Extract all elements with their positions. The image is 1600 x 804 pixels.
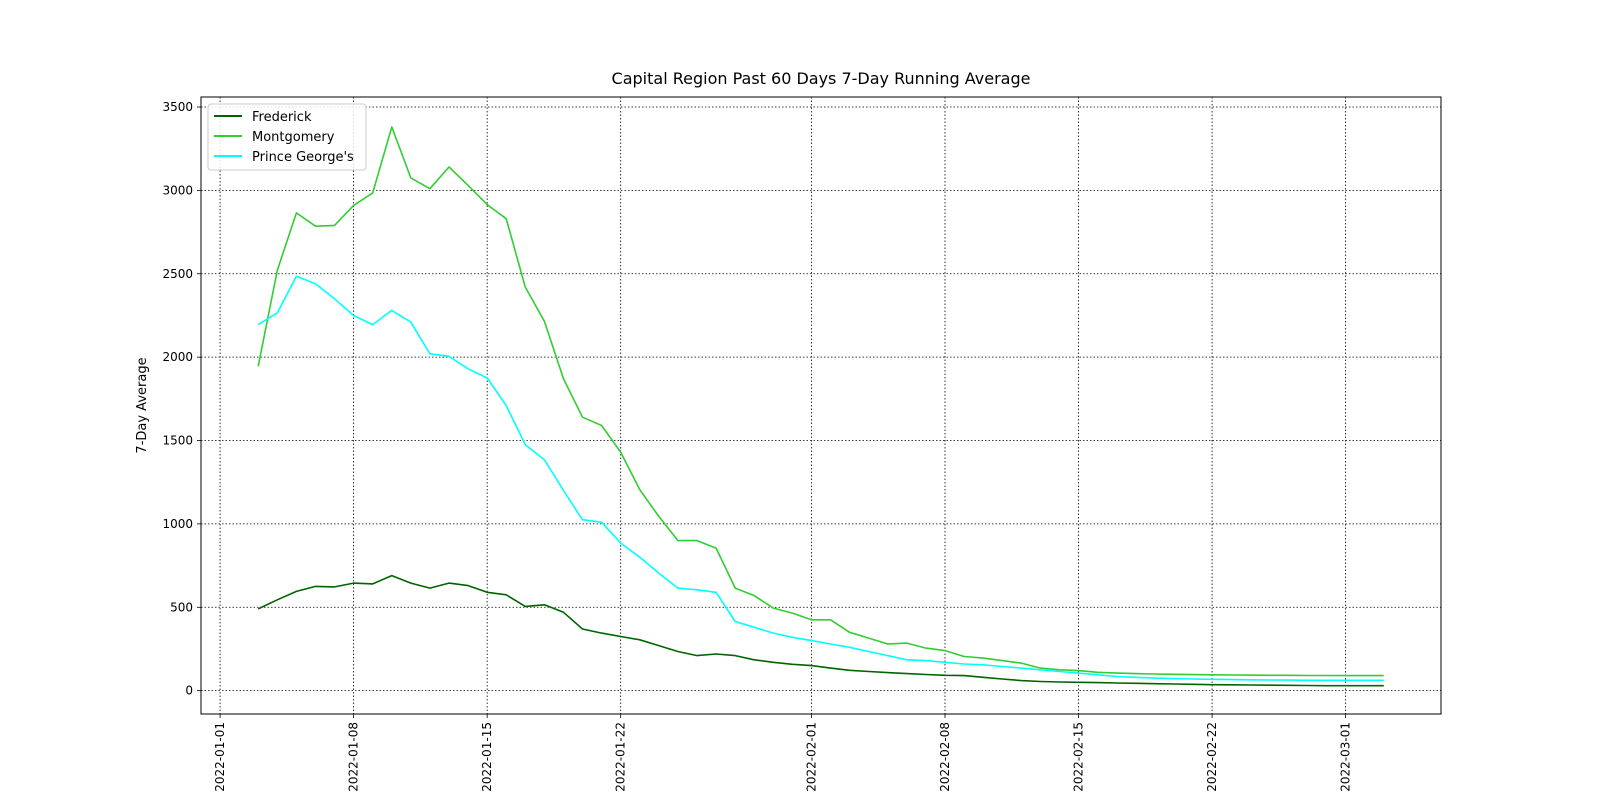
series-line-frederick	[257, 574, 1384, 687]
x-tick-label: 2022-01-22	[614, 722, 628, 792]
x-tick-label: 2022-03-01	[1339, 722, 1353, 792]
series-line-montgomery	[257, 126, 1384, 677]
x-tick-label: 2022-02-08	[938, 722, 952, 792]
legend-label: Prince George's	[252, 150, 354, 165]
axis-ticks: 2022-01-01 2022-01-08 2022-01-15 2022-01-22…	[162, 100, 1352, 792]
series-lines	[257, 126, 1384, 687]
grid	[201, 97, 1441, 714]
x-tick-label: 2022-01-15	[480, 722, 494, 792]
y-axis-label: 7-Day Average	[135, 357, 150, 453]
x-tick-label: 2022-01-01	[213, 722, 227, 792]
plot-frame	[200, 96, 1442, 715]
y-tick-label: 1000	[162, 517, 193, 531]
x-tick-label: 2022-01-08	[347, 722, 361, 792]
x-tick-label: 2022-02-22	[1205, 722, 1219, 792]
y-tick-label: 500	[170, 600, 193, 614]
y-tick-label: 2500	[162, 267, 193, 281]
y-tick-label: 2000	[162, 350, 193, 364]
y-tick-label: 3000	[162, 183, 193, 197]
y-tick-label: 3500	[162, 100, 193, 114]
y-tick-label: 0	[185, 684, 193, 698]
series-line-prince-george-s	[257, 275, 1384, 682]
x-tick-label: 2022-02-01	[804, 722, 818, 792]
y-tick-label: 1500	[162, 434, 193, 448]
legend-label: Montgomery	[252, 130, 335, 145]
legend-box	[207, 103, 367, 171]
x-tick-label: 2022-02-15	[1072, 722, 1086, 792]
legend-label: Frederick	[252, 110, 312, 125]
chart-title: Capital Region Past 60 Days 7-Day Runnin…	[612, 69, 1031, 88]
legend: Frederick Montgomery Prince George's	[207, 103, 367, 171]
